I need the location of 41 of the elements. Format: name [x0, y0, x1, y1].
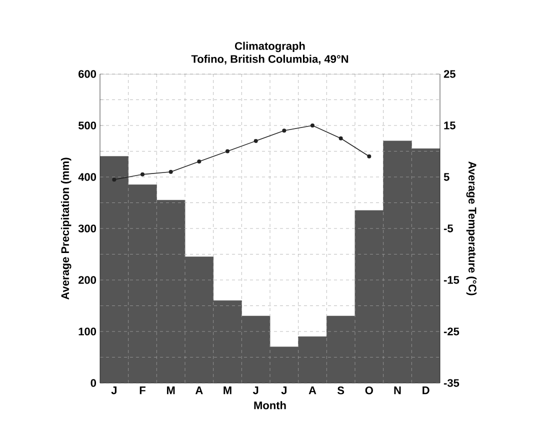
- y-tick-label: 500: [78, 122, 96, 130]
- chart-title: Climatograph: [235, 42, 305, 52]
- y2-tick-label: 5: [444, 173, 450, 181]
- y-tick-label: 200: [78, 276, 96, 284]
- y2-tick-label: -15: [444, 276, 460, 284]
- x-tick-label: A: [195, 386, 203, 394]
- x-tick-label: F: [140, 386, 146, 394]
- x-tick-label: J: [111, 386, 116, 394]
- y2-tick-label: -35: [444, 379, 460, 387]
- y-tick-label: 400: [78, 173, 96, 181]
- y2-tick-label: 25: [444, 70, 456, 78]
- y2-tick-label: -25: [444, 328, 460, 336]
- point: [226, 149, 230, 154]
- y-tick-label: 600: [78, 70, 96, 78]
- point: [367, 154, 372, 158]
- point: [112, 178, 116, 182]
- x-tick-label: M: [166, 386, 175, 394]
- y-axis-title: Average Precipitation (mm): [60, 158, 72, 300]
- x-tick-label: J: [281, 386, 286, 394]
- x-tick-label: D: [422, 386, 430, 394]
- y2-axis-title: Average Temperature (°C): [466, 161, 477, 296]
- point: [140, 172, 145, 176]
- point: [282, 128, 286, 133]
- x-tick-label: M: [224, 386, 232, 394]
- y-tick-label: 100: [78, 328, 96, 336]
- y2-tick-label: -5: [444, 224, 453, 232]
- x-tick-label: A: [308, 386, 316, 394]
- x-tick-label: J: [252, 386, 258, 394]
- point: [168, 170, 173, 174]
- x-axis-title: Month: [254, 401, 286, 410]
- chart-subtitle: Tofino, British Columbia, 49°N: [191, 54, 348, 64]
- point: [197, 160, 202, 164]
- y-tick-label: 0: [90, 379, 96, 387]
- x-tick-label: S: [337, 386, 344, 394]
- x-tick-label: O: [365, 386, 373, 394]
- point: [254, 138, 258, 143]
- x-tick-label: N: [394, 386, 401, 394]
- point: [310, 123, 314, 128]
- point: [338, 136, 343, 140]
- y2-tick-label: 15: [444, 122, 456, 130]
- y-tick-label: 300: [78, 224, 96, 232]
